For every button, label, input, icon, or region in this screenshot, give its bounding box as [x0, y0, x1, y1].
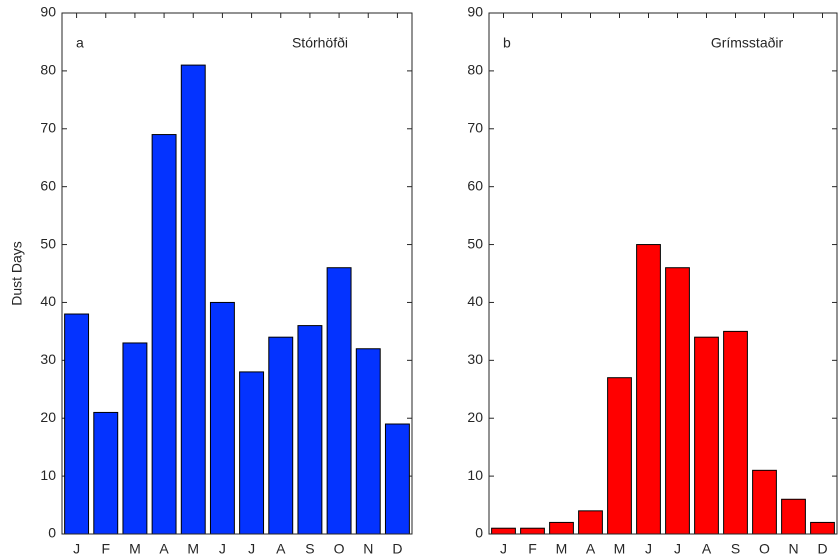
- y-tick-label: 50: [40, 235, 56, 251]
- y-tick-label: 90: [467, 4, 483, 20]
- panel-title: Stórhöfði: [292, 35, 348, 51]
- x-tick-label: J: [248, 541, 255, 557]
- x-tick-label: O: [759, 541, 770, 557]
- x-tick-label: M: [187, 541, 199, 557]
- bar: [180, 64, 206, 535]
- y-tick-label: 0: [475, 525, 483, 541]
- y-tick-label: 90: [40, 4, 56, 20]
- y-tick-label: 40: [467, 293, 483, 309]
- bar: [578, 510, 603, 535]
- x-tick-label: M: [614, 541, 626, 557]
- y-tick-label: 80: [467, 62, 483, 78]
- panel-label: b: [503, 35, 511, 51]
- y-tick-label: 10: [467, 467, 483, 483]
- panel-title: Grímsstaðir: [711, 35, 784, 51]
- bar: [355, 348, 381, 535]
- x-tick-label: N: [788, 541, 798, 557]
- y-axis-label: Dust Days: [9, 241, 25, 306]
- y-tick-label: 80: [40, 62, 56, 78]
- x-tick-label: J: [73, 541, 80, 557]
- x-tick-label: A: [276, 541, 286, 557]
- bar: [268, 336, 294, 535]
- x-tick-label: N: [363, 541, 373, 557]
- x-tick-label: F: [528, 541, 537, 557]
- y-tick-label: 60: [40, 177, 56, 193]
- x-tick-label: S: [731, 541, 740, 557]
- x-tick-label: D: [392, 541, 402, 557]
- bar: [636, 244, 661, 535]
- x-tick-label: J: [219, 541, 226, 557]
- x-tick-label: S: [305, 541, 314, 557]
- bar: [810, 521, 835, 535]
- x-tick-label: F: [101, 541, 110, 557]
- y-tick-label: 10: [40, 467, 56, 483]
- bar: [723, 330, 748, 535]
- x-tick-label: A: [586, 541, 596, 557]
- bar: [607, 377, 632, 535]
- bar: [384, 423, 410, 535]
- x-tick-label: A: [702, 541, 712, 557]
- y-tick-label: 40: [40, 293, 56, 309]
- x-tick-label: O: [334, 541, 345, 557]
- bar: [781, 498, 806, 535]
- x-tick-label: M: [129, 541, 141, 557]
- bar: [752, 469, 777, 535]
- y-tick-label: 70: [40, 119, 56, 135]
- bar: [209, 301, 235, 535]
- y-tick-label: 20: [467, 409, 483, 425]
- bar: [694, 336, 719, 535]
- bar: [64, 313, 90, 535]
- bar: [665, 267, 690, 535]
- bar: [491, 527, 516, 535]
- y-tick-label: 20: [40, 409, 56, 425]
- x-tick-label: J: [674, 541, 681, 557]
- bar: [549, 521, 574, 535]
- y-tick-label: 50: [467, 235, 483, 251]
- bar: [297, 325, 323, 535]
- bar: [326, 267, 352, 535]
- x-tick-label: M: [556, 541, 568, 557]
- bar: [93, 411, 119, 535]
- y-tick-label: 70: [467, 119, 483, 135]
- y-tick-label: 0: [48, 525, 56, 541]
- y-tick-label: 60: [467, 177, 483, 193]
- axes-frame: [61, 12, 413, 535]
- bar: [122, 342, 148, 535]
- y-tick-label: 30: [467, 351, 483, 367]
- x-tick-label: D: [817, 541, 827, 557]
- x-tick-label: J: [500, 541, 507, 557]
- bar: [520, 527, 545, 535]
- y-tick-label: 30: [40, 351, 56, 367]
- x-tick-label: A: [159, 541, 169, 557]
- axes-frame: [488, 12, 838, 535]
- bar: [151, 134, 177, 535]
- bar: [239, 371, 265, 535]
- x-tick-label: J: [645, 541, 652, 557]
- panel-label: a: [76, 35, 84, 51]
